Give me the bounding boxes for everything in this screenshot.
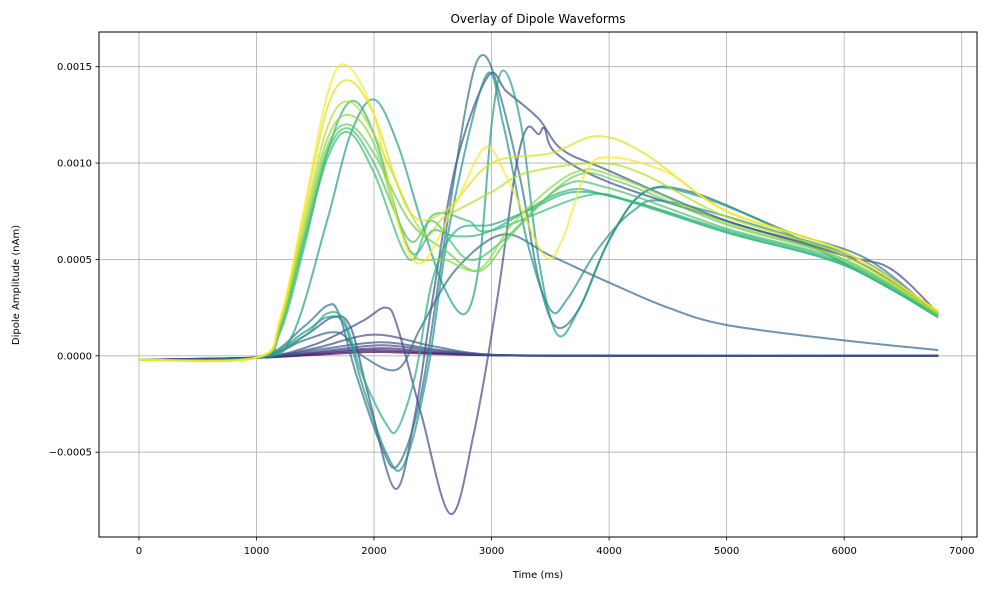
- x-tick-label: 4000: [596, 546, 621, 557]
- plot-frame: [98, 31, 978, 538]
- x-tick-label: 0: [136, 546, 142, 557]
- y-tick-label: −0.0005: [49, 448, 92, 459]
- y-tick-label: 0.0015: [57, 62, 92, 73]
- waveform-line-20: [138, 63, 939, 363]
- y-tick-label: 0.0000: [57, 351, 92, 362]
- y-tick-label: 0.0010: [57, 159, 92, 170]
- waveform-line-12: [138, 190, 939, 435]
- x-tick-label: 1000: [244, 546, 269, 557]
- x-tick-label: 5000: [714, 546, 739, 557]
- series-lines: [138, 54, 939, 515]
- y-axis-label: Dipole Amplitude (nAm): [11, 225, 22, 345]
- axis-ticks: 0 1000 2000 3000 4000 5000 6000 7000 −0.0005 0.00…: [49, 62, 975, 557]
- x-tick-label: 3000: [479, 546, 504, 557]
- y-tick-label: 0.0005: [57, 255, 92, 266]
- x-tick-label: 2000: [361, 546, 386, 557]
- x-tick-label: 7000: [949, 546, 974, 557]
- x-tick-label: 6000: [831, 546, 856, 557]
- x-axis-label: Time (ms): [512, 570, 564, 581]
- chart-title: Overlay of Dipole Waveforms: [450, 12, 625, 26]
- waveform-line-8: [138, 233, 939, 372]
